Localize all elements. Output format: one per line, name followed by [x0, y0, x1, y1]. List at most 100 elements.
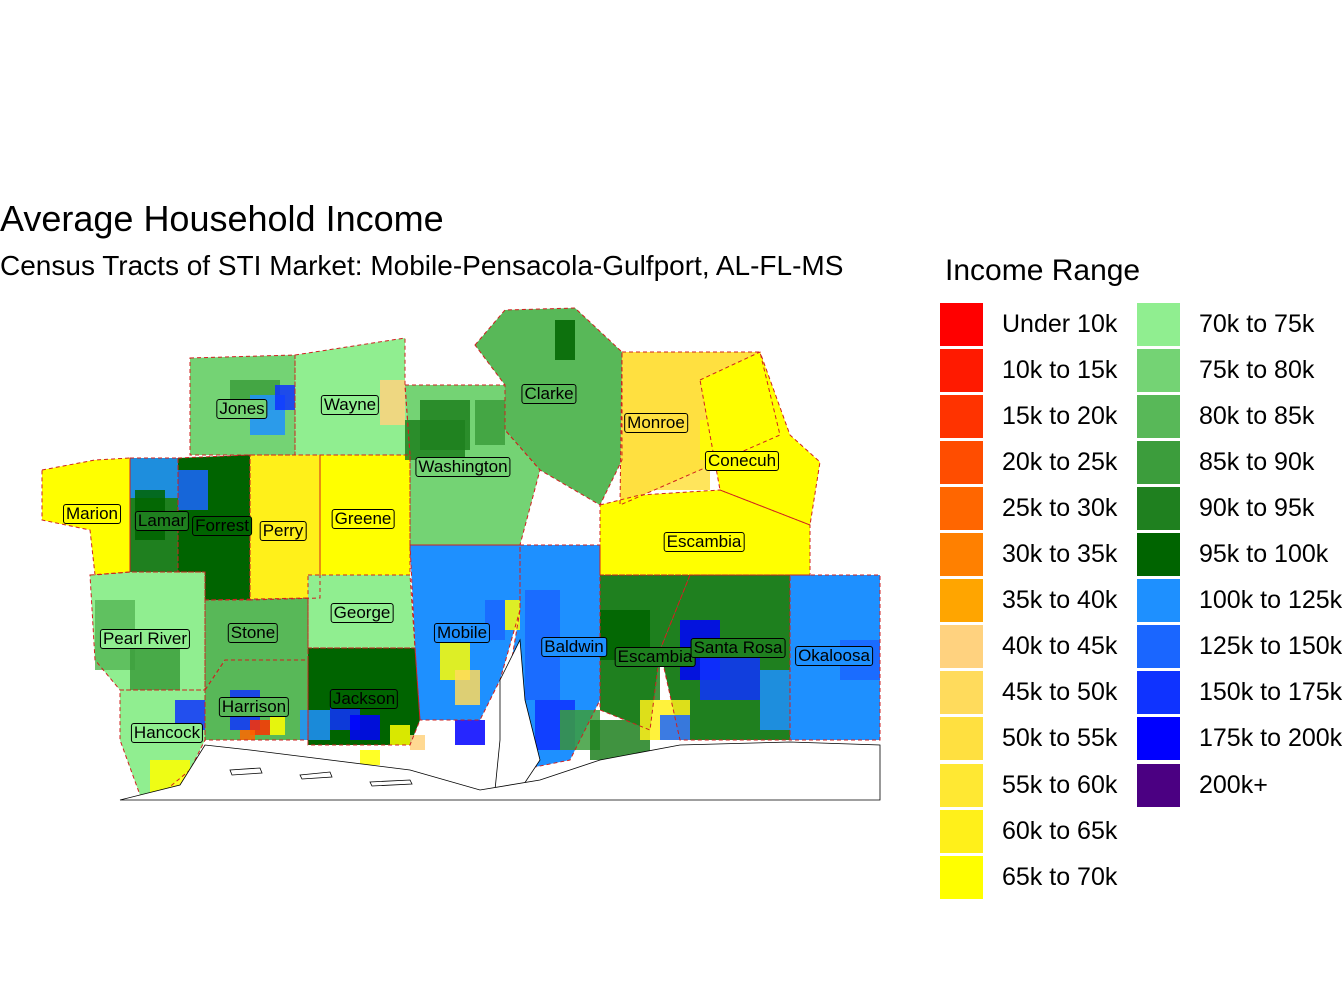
legend-label: 125k to 150k — [1199, 632, 1343, 661]
county-label: Mobile — [433, 623, 491, 643]
legend-label: 35k to 40k — [1002, 586, 1118, 615]
legend-label: 70k to 75k — [1199, 309, 1315, 338]
legend-label: 95k to 100k — [1199, 540, 1329, 568]
county-label: Pearl River — [99, 629, 191, 649]
legend-title: Income Range — [945, 254, 1141, 287]
choropleth-map — [41, 307, 881, 801]
tract-patch — [475, 400, 505, 445]
legend-item: 90k to 95k — [1137, 485, 1314, 531]
legend-label: 75k to 80k — [1199, 355, 1315, 384]
tract-patch — [360, 750, 380, 765]
county-area — [475, 308, 622, 505]
county-label: Monroe — [624, 413, 688, 433]
county-label: Forrest — [192, 516, 252, 536]
legend-label: 55k to 60k — [1002, 770, 1118, 799]
legend-swatch — [940, 394, 983, 438]
legend-item: 15k to 20k — [940, 393, 1117, 439]
water-area — [299, 771, 333, 780]
legend-item: 85k to 90k — [1137, 439, 1314, 485]
legend-swatch — [940, 348, 983, 392]
legend-item: 65k to 70k — [940, 854, 1117, 900]
legend-item: 80k to 85k — [1137, 393, 1314, 439]
county-label: Baldwin — [541, 637, 607, 657]
county-label: Greene — [331, 509, 395, 529]
legend-swatch — [1137, 717, 1180, 761]
legend-swatch — [1137, 763, 1180, 807]
county-label: Marion — [63, 504, 121, 524]
legend-item: 100k to 125k — [1137, 578, 1342, 624]
legend-item: Under 10k — [940, 301, 1117, 347]
legend-swatch — [1137, 533, 1180, 576]
legend-swatch — [940, 625, 983, 669]
legend-item: 75k to 80k — [1137, 347, 1314, 393]
legend-swatch — [940, 486, 983, 530]
county-border — [619, 351, 781, 506]
legend-label: 25k to 30k — [1002, 493, 1118, 522]
legend-item: 60k to 65k — [940, 808, 1117, 854]
legend-swatch — [1137, 671, 1180, 715]
county-border — [119, 689, 206, 796]
county-label: Jones — [216, 399, 268, 419]
county-border — [504, 544, 601, 771]
county-label: Escambia — [663, 532, 745, 552]
tract-patch — [390, 725, 410, 745]
legend-label: 20k to 25k — [1002, 447, 1118, 476]
legend-item: 125k to 150k — [1137, 624, 1342, 670]
legend-item: 70k to 75k — [1137, 301, 1314, 347]
legend-label: 50k to 55k — [1002, 724, 1118, 753]
legend-swatch — [940, 855, 983, 899]
legend-swatch — [940, 671, 983, 715]
legend-label: 100k to 125k — [1199, 586, 1343, 615]
legend-swatch — [1137, 625, 1180, 669]
county-border — [89, 571, 206, 691]
county-borders — [41, 307, 881, 796]
county-label: Conecuh — [704, 451, 780, 471]
legend-item: 35k to 40k — [940, 578, 1117, 624]
legend-label: 90k to 95k — [1199, 493, 1315, 522]
county-label: Jackson — [329, 689, 399, 709]
tract-patch — [300, 710, 330, 740]
tract-patch — [455, 670, 480, 705]
legend-label: 30k to 35k — [1002, 540, 1118, 568]
legend-swatch — [940, 717, 983, 761]
legend-swatch — [940, 533, 983, 576]
legend-label: 15k to 20k — [1002, 401, 1118, 430]
legend-swatch — [1137, 394, 1180, 438]
tract-patch — [700, 650, 760, 700]
tract-patch — [240, 730, 255, 740]
tract-patch — [270, 715, 285, 735]
legend-item: 30k to 35k — [940, 532, 1117, 578]
legend-item: 50k to 55k — [940, 716, 1117, 762]
legend-swatch — [1137, 579, 1180, 623]
tract-patch — [420, 400, 470, 450]
county-label: Okaloosa — [795, 646, 873, 666]
legend-item: 95k to 100k — [1137, 532, 1328, 578]
county-border — [789, 574, 881, 741]
county-label: Washington — [415, 457, 511, 477]
legend-item: 10k to 15k — [940, 347, 1117, 393]
county-label: Lamar — [134, 511, 190, 531]
county-border — [404, 384, 541, 546]
county-label: Hancock — [130, 723, 204, 743]
water-area — [494, 638, 541, 791]
tract-patch — [275, 385, 295, 410]
tract-patch — [455, 720, 485, 745]
gulf-coastline — [119, 638, 881, 801]
legend-item: 150k to 175k — [1137, 670, 1342, 716]
legend-item: 45k to 50k — [940, 670, 1117, 716]
county-label: Clarke — [521, 384, 577, 404]
legend-swatch — [940, 579, 983, 623]
county-border — [599, 574, 691, 731]
county-label: Wayne — [320, 395, 380, 415]
legend-label: 45k to 50k — [1002, 678, 1118, 707]
county-border — [294, 337, 411, 456]
legend-label: 10k to 15k — [1002, 355, 1118, 384]
legend-label: 200k+ — [1199, 770, 1268, 799]
legend-label: 40k to 45k — [1002, 632, 1118, 661]
legend-item: 55k to 60k — [940, 762, 1117, 808]
map-subtitle: Census Tracts of STI Market: Mobile-Pens… — [0, 250, 844, 281]
legend-item: 40k to 45k — [940, 624, 1117, 670]
county-label: Santa Rosa — [690, 638, 786, 658]
legend-swatch — [1137, 348, 1180, 392]
legend-label: 60k to 65k — [1002, 816, 1118, 845]
